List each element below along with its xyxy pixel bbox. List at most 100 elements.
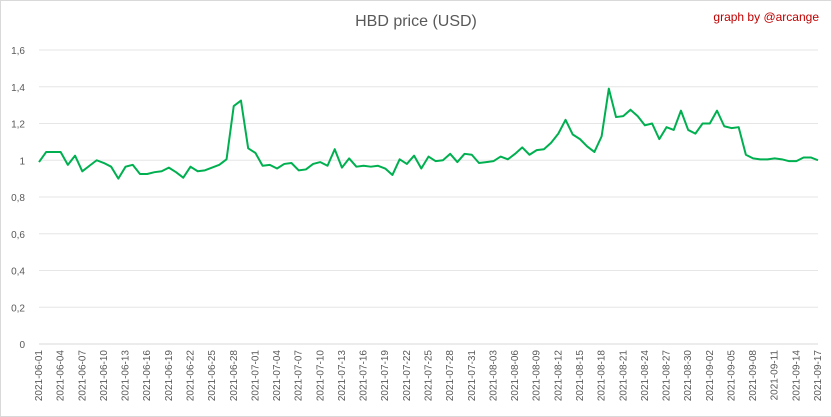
data-point — [283, 163, 285, 165]
x-tick-label: 2021-06-10 — [99, 350, 110, 402]
data-point — [305, 168, 307, 170]
data-point — [767, 158, 769, 160]
x-tick-label: 2021-09-17 — [813, 350, 824, 402]
data-point — [723, 125, 725, 127]
data-point — [247, 147, 249, 149]
data-point — [543, 148, 545, 150]
gridlines — [39, 49, 818, 308]
data-point — [449, 153, 451, 155]
x-tick-label: 2021-07-19 — [380, 350, 391, 402]
x-tick-label: 2021-08-06 — [510, 350, 521, 402]
data-point — [500, 156, 502, 158]
data-point — [74, 155, 76, 157]
data-point — [399, 158, 401, 160]
data-point — [298, 169, 300, 171]
data-point — [428, 156, 430, 158]
data-point — [96, 159, 98, 161]
data-point — [716, 110, 718, 112]
data-point — [456, 161, 458, 163]
data-point — [139, 173, 141, 175]
data-point — [161, 170, 163, 172]
data-point — [471, 154, 473, 156]
data-point — [478, 162, 480, 164]
x-tick-label: 2021-06-28 — [229, 350, 240, 402]
data-point — [189, 166, 191, 168]
x-tick-label: 2021-09-05 — [726, 350, 737, 402]
data-point — [348, 157, 350, 159]
data-point — [110, 166, 112, 168]
x-tick-label: 2021-06-07 — [77, 350, 88, 402]
data-point — [45, 151, 47, 153]
data-point — [269, 164, 271, 166]
chart-title: HBD price (USD) — [355, 13, 477, 30]
data-point — [557, 133, 559, 135]
data-point — [666, 126, 668, 128]
data-point — [262, 165, 264, 167]
series-layer — [38, 87, 819, 180]
data-point — [290, 162, 292, 164]
data-point — [694, 133, 696, 135]
data-point — [319, 161, 321, 163]
data-point — [615, 116, 617, 118]
data-point — [420, 168, 422, 170]
x-tick-label: 2021-09-02 — [705, 350, 716, 402]
data-point — [254, 152, 256, 154]
x-tick-label: 2021-09-11 — [770, 350, 781, 401]
x-tick-label: 2021-06-13 — [121, 350, 132, 402]
x-axis-tick-labels: 2021-06-01 2021-06-04 2021-06-07 2021-06-10… — [34, 350, 824, 402]
data-point — [413, 155, 415, 157]
data-point — [608, 88, 610, 90]
data-point — [622, 115, 624, 117]
price-series-line — [38, 87, 819, 180]
data-point — [355, 166, 357, 168]
data-point — [276, 168, 278, 170]
data-point — [536, 149, 538, 151]
data-point — [507, 158, 509, 160]
x-tick-label: 2021-09-14 — [791, 350, 802, 402]
y-axis-tick-labels: 0 0,2 0,4 0,6 0,8 1 1,2 1,4 1,6 — [11, 46, 25, 351]
data-point — [391, 174, 393, 176]
data-point — [572, 134, 574, 136]
x-tick-label: 2021-08-12 — [553, 350, 564, 402]
data-point — [377, 165, 379, 167]
x-tick-label: 2021-07-31 — [467, 350, 478, 402]
data-point — [211, 167, 213, 169]
data-point — [132, 164, 134, 166]
x-tick-label: 2021-06-19 — [164, 350, 175, 402]
data-point — [651, 123, 653, 125]
x-tick-label: 2021-07-22 — [402, 350, 413, 402]
data-point — [175, 171, 177, 173]
data-point — [658, 138, 660, 140]
data-point — [579, 138, 581, 140]
x-tick-label: 2021-09-08 — [748, 350, 759, 402]
data-point — [601, 135, 603, 137]
x-tick-label: 2021-07-25 — [424, 350, 435, 402]
data-point — [593, 151, 595, 153]
data-point — [218, 164, 220, 166]
data-point — [550, 142, 552, 144]
x-tick-label: 2021-06-25 — [207, 350, 218, 402]
x-tick-label: 2021-07-13 — [337, 350, 348, 402]
data-point — [52, 151, 54, 153]
data-point — [464, 153, 466, 155]
x-tick-label: 2021-08-09 — [532, 350, 543, 402]
data-point — [204, 169, 206, 171]
y-tick-label: 1 — [19, 156, 25, 167]
data-point — [774, 157, 776, 159]
data-point — [406, 163, 408, 165]
data-point — [745, 154, 747, 156]
data-point — [644, 124, 646, 126]
y-tick-label: 0 — [19, 340, 25, 351]
x-tick-label: 2021-08-24 — [640, 350, 651, 402]
data-point — [738, 126, 740, 128]
data-point — [817, 159, 819, 161]
data-point — [334, 148, 336, 150]
data-point — [327, 165, 329, 167]
data-point — [363, 165, 365, 167]
credit-label: graph by @arcange — [713, 10, 819, 24]
data-point — [788, 160, 790, 162]
data-point — [629, 109, 631, 111]
x-tick-label: 2021-06-16 — [142, 350, 153, 402]
data-point — [810, 156, 812, 158]
x-tick-label: 2021-06-01 — [34, 350, 45, 402]
